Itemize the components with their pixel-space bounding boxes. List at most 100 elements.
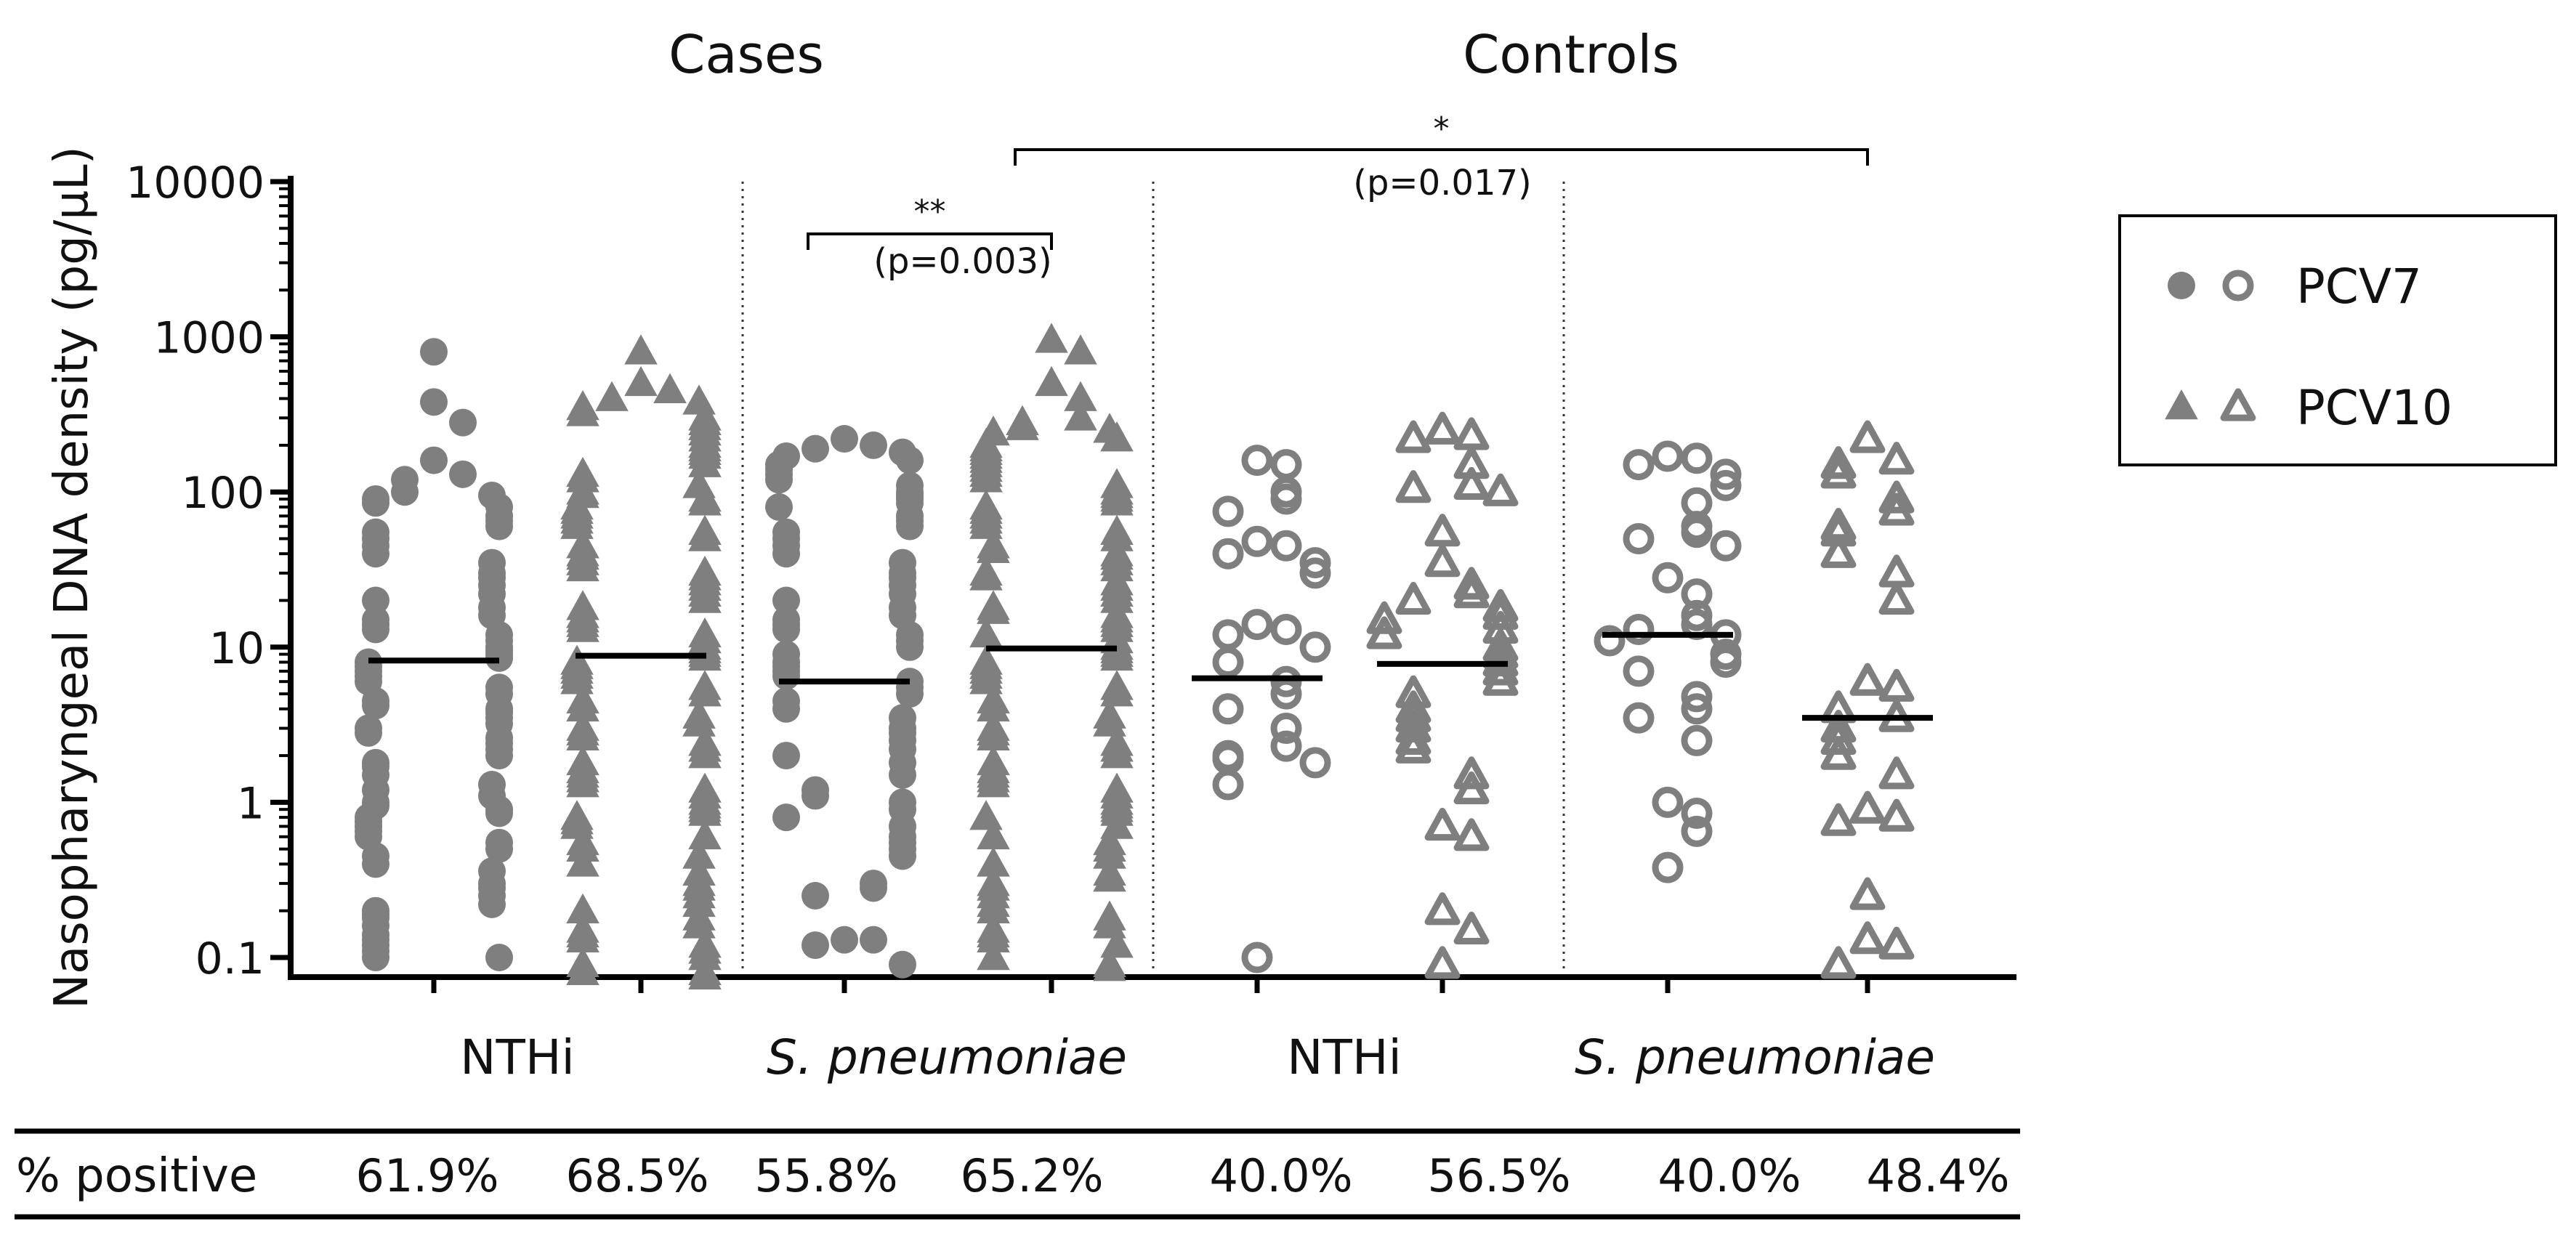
data-point: [1100, 521, 1134, 551]
data-point: [485, 835, 513, 863]
legend-label: PCV10: [2296, 380, 2452, 436]
category-labels: NTHi S. pneumoniae NTHi S. pneumoniae: [460, 1029, 1935, 1085]
data-point: [1212, 538, 1244, 570]
data-point: [772, 742, 800, 770]
data-point: [1241, 942, 1273, 973]
data-point: [1681, 797, 1713, 829]
data-point: [1849, 663, 1886, 696]
data-point: [624, 365, 658, 397]
data-point: [355, 718, 382, 747]
p-value-label: (p=0.003): [873, 241, 1052, 282]
data-point: [1652, 851, 1684, 883]
data-point: [1241, 609, 1273, 641]
data-point: [566, 846, 599, 877]
data-point: [889, 842, 916, 870]
data-point: [362, 489, 389, 517]
data-point: [1093, 951, 1126, 981]
data-point: [802, 931, 829, 960]
data-point: [420, 446, 448, 474]
data-point: [485, 944, 513, 971]
data-point: [362, 944, 389, 971]
data-point: [1623, 449, 1655, 481]
data-point: [1878, 756, 1915, 790]
data-point: [1270, 665, 1302, 697]
data-point: [1241, 525, 1273, 557]
data-point: [1710, 469, 1742, 501]
data-point: [1424, 807, 1461, 841]
data-point: [362, 540, 389, 568]
data-point: [653, 373, 687, 403]
data-point: [688, 447, 722, 477]
data-point: [896, 512, 924, 540]
data-point: [977, 922, 1010, 952]
percent-positive-value: 40.0%: [1210, 1149, 1353, 1202]
data-point: [682, 908, 716, 939]
data-point: [969, 462, 1003, 493]
percent-positive-value: 48.4%: [1867, 1149, 2010, 1202]
median-lines: [368, 631, 1933, 721]
data-point: [682, 384, 716, 415]
data-markers: [355, 323, 1915, 989]
data-point: [688, 795, 722, 826]
data-point: [485, 799, 513, 827]
comparison-bracket: [807, 232, 1053, 250]
data-point: [802, 434, 829, 463]
percent-positive-value: 61.9%: [356, 1149, 499, 1202]
data-point: [1878, 926, 1915, 960]
data-point: [860, 926, 887, 954]
data-point: [449, 408, 477, 437]
data-point: [772, 540, 800, 568]
percent-positive-value: 56.5%: [1428, 1149, 1571, 1202]
data-point: [1878, 668, 1915, 702]
data-point: [1623, 523, 1655, 554]
data-point: [1820, 535, 1857, 568]
data-point: [896, 446, 924, 474]
data-point: [977, 533, 1010, 563]
data-point: [688, 819, 722, 850]
y-axis-label: Nasopharyngeal DNA density (pg/μL): [45, 146, 99, 1009]
data-point: [1100, 676, 1134, 707]
data-point: [977, 720, 1010, 751]
legend-symbol: [2222, 270, 2254, 301]
data-point: [688, 583, 722, 613]
data-point: [1093, 862, 1126, 892]
percent-positive-table: % positive 61.9% 68.5% 55.8% 65.2% 40.0% 56.5%…: [15, 1128, 2020, 1220]
data-point: [896, 680, 924, 708]
data-point: [1453, 911, 1490, 945]
data-point: [1270, 613, 1302, 645]
data-point: [1270, 678, 1302, 710]
p-value-label: (p=0.017): [1353, 163, 1532, 203]
data-point: [969, 560, 1003, 591]
data-point: [1453, 575, 1490, 609]
data-point: [1453, 756, 1490, 790]
data-point: [595, 381, 629, 411]
data-point: [772, 586, 800, 615]
data-point: [566, 612, 599, 642]
data-point: [977, 594, 1010, 624]
data-point: [391, 478, 419, 506]
group-separators: [741, 182, 1565, 973]
data-point: [1299, 747, 1331, 779]
data-point: [1681, 517, 1713, 548]
data-point: [1482, 473, 1519, 506]
percent-positive-value: 68.5%: [566, 1149, 709, 1202]
data-point: [1482, 663, 1519, 696]
legend-box: [2118, 214, 2557, 466]
data-point: [1395, 582, 1432, 615]
data-point: [772, 662, 800, 690]
category-label: S. pneumoniae: [1575, 1029, 1935, 1085]
data-point: [772, 695, 800, 723]
data-point: [889, 950, 916, 979]
data-point: [688, 738, 722, 769]
data-point: [1424, 514, 1461, 547]
data-point: [688, 940, 722, 971]
data-point: [1681, 693, 1713, 725]
data-point: [1681, 681, 1713, 713]
data-point: [1212, 619, 1244, 651]
data-point: [478, 890, 506, 918]
group-title-controls: Controls: [1463, 24, 1679, 85]
data-point: [802, 882, 829, 910]
data-point: [1424, 946, 1461, 979]
data-point: [977, 691, 1010, 722]
data-point: [1623, 702, 1655, 734]
